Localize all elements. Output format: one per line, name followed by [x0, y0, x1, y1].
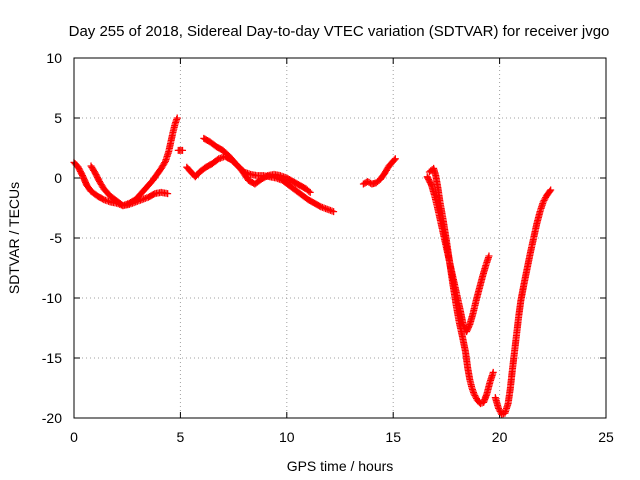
data-point: [472, 393, 480, 401]
y-tick-label: -10: [42, 290, 62, 306]
data-point: [390, 156, 398, 164]
data-point: [173, 114, 181, 122]
chart-title: Day 255 of 2018, Sidereal Day-to-day VTE…: [69, 23, 610, 40]
plot-frame: [73, 57, 607, 419]
y-tick-label: -15: [42, 350, 62, 366]
x-axis-label: GPS time / hours: [287, 458, 394, 474]
data-point: [485, 252, 493, 260]
y-tick-label: 5: [54, 110, 62, 126]
data-point: [179, 146, 187, 154]
x-tick-label: 0: [70, 429, 78, 445]
y-tick-label: 10: [46, 50, 62, 66]
x-tick-label: 10: [279, 429, 295, 445]
y-axis-label: SDTVAR / TECUs: [6, 182, 22, 294]
x-tick-label: 20: [492, 429, 508, 445]
y-tick-label: 0: [54, 170, 62, 186]
data-point: [489, 368, 497, 376]
data-point: [470, 390, 478, 398]
x-tick-label: 15: [385, 429, 401, 445]
x-tick-label: 25: [598, 429, 614, 445]
data-point: [164, 190, 172, 198]
grid-lines: [74, 58, 606, 418]
data-point: [495, 404, 503, 412]
y-tick-label: -5: [50, 230, 63, 246]
data-points: [70, 114, 555, 418]
data-point: [161, 159, 169, 167]
data-point: [546, 187, 554, 195]
data-point: [306, 188, 314, 196]
x-tick-label: 5: [177, 429, 185, 445]
data-point: [547, 186, 555, 194]
data-point: [495, 406, 503, 414]
data-point: [471, 392, 479, 399]
data-point: [305, 187, 313, 195]
data-point: [539, 198, 547, 206]
data-point: [330, 208, 338, 216]
y-tick-label: -20: [42, 410, 62, 426]
data-point: [540, 197, 548, 204]
data-point: [541, 195, 549, 203]
data-point: [391, 155, 399, 163]
